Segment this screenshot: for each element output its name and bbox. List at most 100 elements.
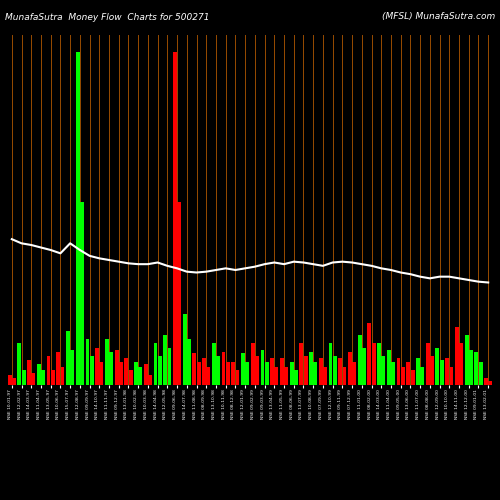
Bar (372, 344, 376, 385)
Bar (450, 366, 454, 385)
Bar (270, 358, 274, 385)
Bar (382, 356, 386, 385)
Bar (51, 370, 55, 385)
Bar (280, 358, 284, 385)
Bar (90, 356, 94, 385)
Text: (MFSL) MunafaSutra.com: (MFSL) MunafaSutra.com (382, 12, 495, 22)
Bar (178, 202, 181, 385)
Bar (212, 344, 216, 385)
Bar (368, 322, 372, 385)
Bar (154, 344, 158, 385)
Bar (300, 344, 304, 385)
Bar (196, 362, 200, 385)
Bar (358, 335, 362, 385)
Bar (290, 362, 294, 385)
Bar (105, 339, 109, 385)
Bar (232, 362, 235, 385)
Bar (401, 366, 405, 385)
Bar (410, 370, 414, 385)
Bar (430, 356, 434, 385)
Bar (469, 350, 473, 385)
Bar (391, 362, 395, 385)
Bar (216, 356, 220, 385)
Bar (474, 352, 478, 385)
Bar (328, 344, 332, 385)
Bar (362, 348, 366, 385)
Bar (445, 358, 449, 385)
Bar (304, 356, 308, 385)
Bar (309, 352, 313, 385)
Bar (86, 339, 89, 385)
Bar (192, 354, 196, 385)
Bar (128, 370, 132, 385)
Bar (182, 314, 186, 385)
Bar (158, 356, 162, 385)
Bar (148, 375, 152, 385)
Bar (455, 326, 459, 385)
Bar (56, 352, 60, 385)
Bar (255, 356, 259, 385)
Bar (100, 362, 103, 385)
Bar (66, 331, 70, 385)
Bar (333, 356, 336, 385)
Bar (236, 370, 240, 385)
Bar (202, 358, 206, 385)
Bar (294, 370, 298, 385)
Bar (251, 344, 254, 385)
Bar (138, 366, 142, 385)
Bar (76, 52, 80, 385)
Bar (70, 350, 74, 385)
Bar (406, 362, 410, 385)
Bar (32, 374, 36, 385)
Bar (265, 362, 268, 385)
Bar (274, 366, 278, 385)
Bar (260, 350, 264, 385)
Bar (352, 362, 356, 385)
Bar (440, 360, 444, 385)
Bar (173, 52, 177, 385)
Bar (80, 202, 84, 385)
Bar (348, 352, 352, 385)
Bar (396, 358, 400, 385)
Bar (226, 362, 230, 385)
Bar (95, 348, 99, 385)
Bar (436, 348, 440, 385)
Bar (144, 364, 148, 385)
Bar (164, 335, 167, 385)
Bar (387, 350, 391, 385)
Bar (488, 381, 492, 385)
Bar (109, 352, 113, 385)
Bar (426, 344, 430, 385)
Bar (168, 348, 172, 385)
Bar (12, 378, 16, 385)
Bar (314, 362, 318, 385)
Bar (27, 360, 31, 385)
Bar (246, 362, 249, 385)
Bar (60, 366, 64, 385)
Bar (8, 375, 12, 385)
Bar (377, 344, 381, 385)
Bar (416, 358, 420, 385)
Bar (222, 352, 226, 385)
Bar (319, 358, 322, 385)
Bar (284, 366, 288, 385)
Bar (37, 364, 41, 385)
Bar (124, 358, 128, 385)
Bar (338, 358, 342, 385)
Bar (22, 370, 26, 385)
Bar (420, 366, 424, 385)
Bar (18, 344, 21, 385)
Bar (478, 362, 482, 385)
Bar (323, 366, 327, 385)
Bar (464, 335, 468, 385)
Bar (342, 366, 346, 385)
Bar (119, 362, 123, 385)
Bar (41, 370, 45, 385)
Bar (241, 354, 245, 385)
Bar (187, 339, 191, 385)
Bar (206, 366, 210, 385)
Text: MunafaSutra  Money Flow  Charts for 500271: MunafaSutra Money Flow Charts for 500271 (5, 12, 210, 22)
Bar (484, 378, 488, 385)
Bar (114, 350, 118, 385)
Bar (46, 356, 50, 385)
